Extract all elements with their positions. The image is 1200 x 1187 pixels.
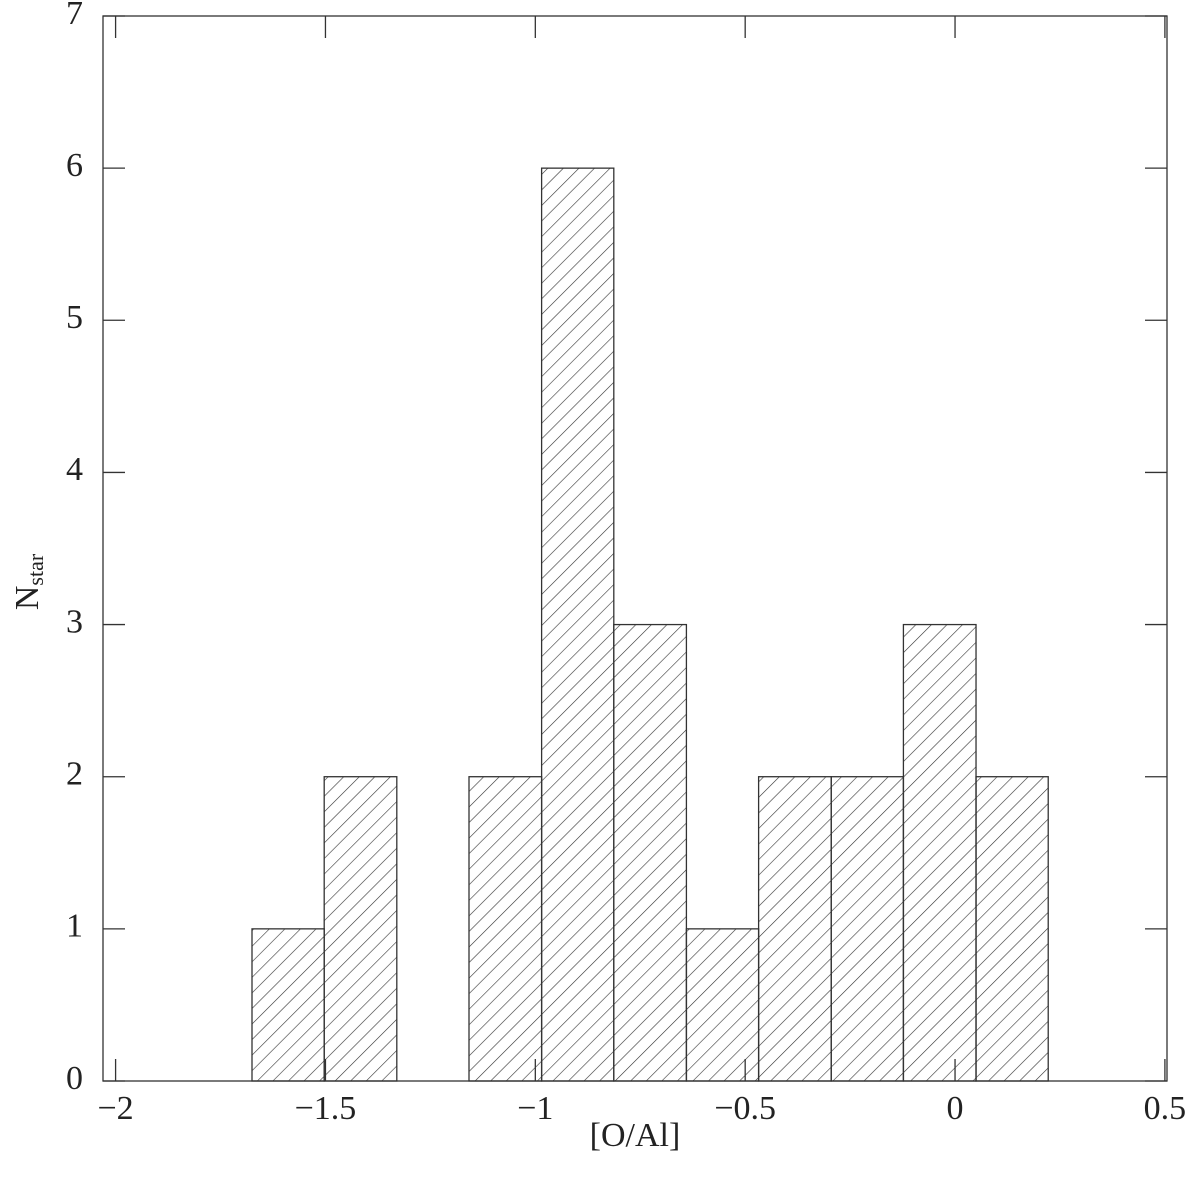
x-tick-label: 0 [947,1090,964,1127]
x-tick-label: −1 [517,1090,553,1127]
x-tick-label: 0.5 [1144,1090,1187,1127]
bar [613,623,688,1082]
y-tick-label: 2 [66,756,83,793]
y-tick-label: 3 [66,603,83,640]
bar [685,928,760,1082]
y-label-main: N [9,586,46,611]
bar [757,776,832,1082]
y-label-sub: star [23,553,48,585]
y-axis-label: Nstar [9,553,48,610]
x-tick-label: −0.5 [714,1090,776,1127]
bar [540,167,615,1082]
x-tick-label: −1.5 [295,1090,357,1127]
y-tick-label: 6 [66,147,83,184]
bar [975,776,1049,1082]
y-tick-label: 7 [66,0,83,32]
x-axis-label: [O/Al] [590,1117,681,1154]
bar [830,776,905,1082]
y-tick-label: 0 [66,1060,83,1097]
bar [902,623,977,1082]
bar [323,776,398,1082]
bar [251,928,325,1082]
y-tick-label: 5 [66,299,83,336]
bar [468,776,543,1082]
y-tick-label: 1 [66,908,83,945]
y-tick-label: 4 [66,451,83,488]
x-tick-label: −2 [97,1090,133,1127]
